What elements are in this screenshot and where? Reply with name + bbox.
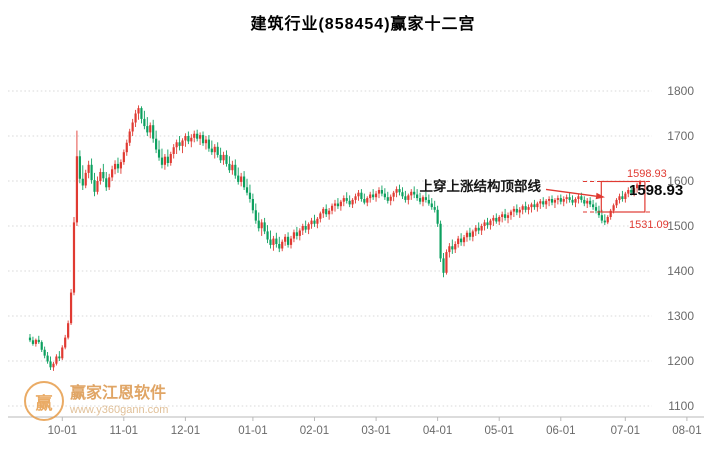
svg-text:1800: 1800 [667,84,694,98]
svg-text:1200: 1200 [667,354,694,368]
svg-text:1500: 1500 [667,219,694,233]
brand-name: 赢家江恩软件 [70,385,167,402]
svg-text:1300: 1300 [667,309,694,323]
svg-text:04-01: 04-01 [423,425,452,437]
svg-text:上穿上涨结构顶部线: 上穿上涨结构顶部线 [420,178,542,194]
svg-text:1400: 1400 [667,264,694,278]
svg-text:1531.09: 1531.09 [629,219,669,231]
page-title: 建筑行业(858454)赢家十二宫 [250,16,476,33]
svg-text:07-01: 07-01 [611,425,640,437]
svg-text:1600: 1600 [667,174,694,188]
svg-text:10-01: 10-01 [48,425,77,437]
watermark-text: 赢家江恩软件 www.y360gann.com [70,385,168,417]
svg-text:03-01: 03-01 [361,425,390,437]
svg-text:1598.93: 1598.93 [627,168,667,180]
svg-text:05-01: 05-01 [484,425,513,437]
svg-text:08-01: 08-01 [672,425,701,437]
brand-logo-icon: 赢 [24,381,64,421]
svg-text:1700: 1700 [667,129,694,143]
svg-text:02-01: 02-01 [300,425,329,437]
watermark: 赢 赢家江恩软件 www.y360gann.com [24,381,168,421]
brand-url: www.y360gann.com [70,404,169,416]
svg-text:11-01: 11-01 [110,425,139,437]
brand-logo-char: 赢 [35,393,53,413]
svg-text:06-01: 06-01 [546,425,575,437]
svg-text:1598.93: 1598.93 [629,182,683,199]
svg-text:01-01: 01-01 [238,425,267,437]
svg-text:12-01: 12-01 [171,425,200,437]
svg-text:1100: 1100 [668,399,694,413]
